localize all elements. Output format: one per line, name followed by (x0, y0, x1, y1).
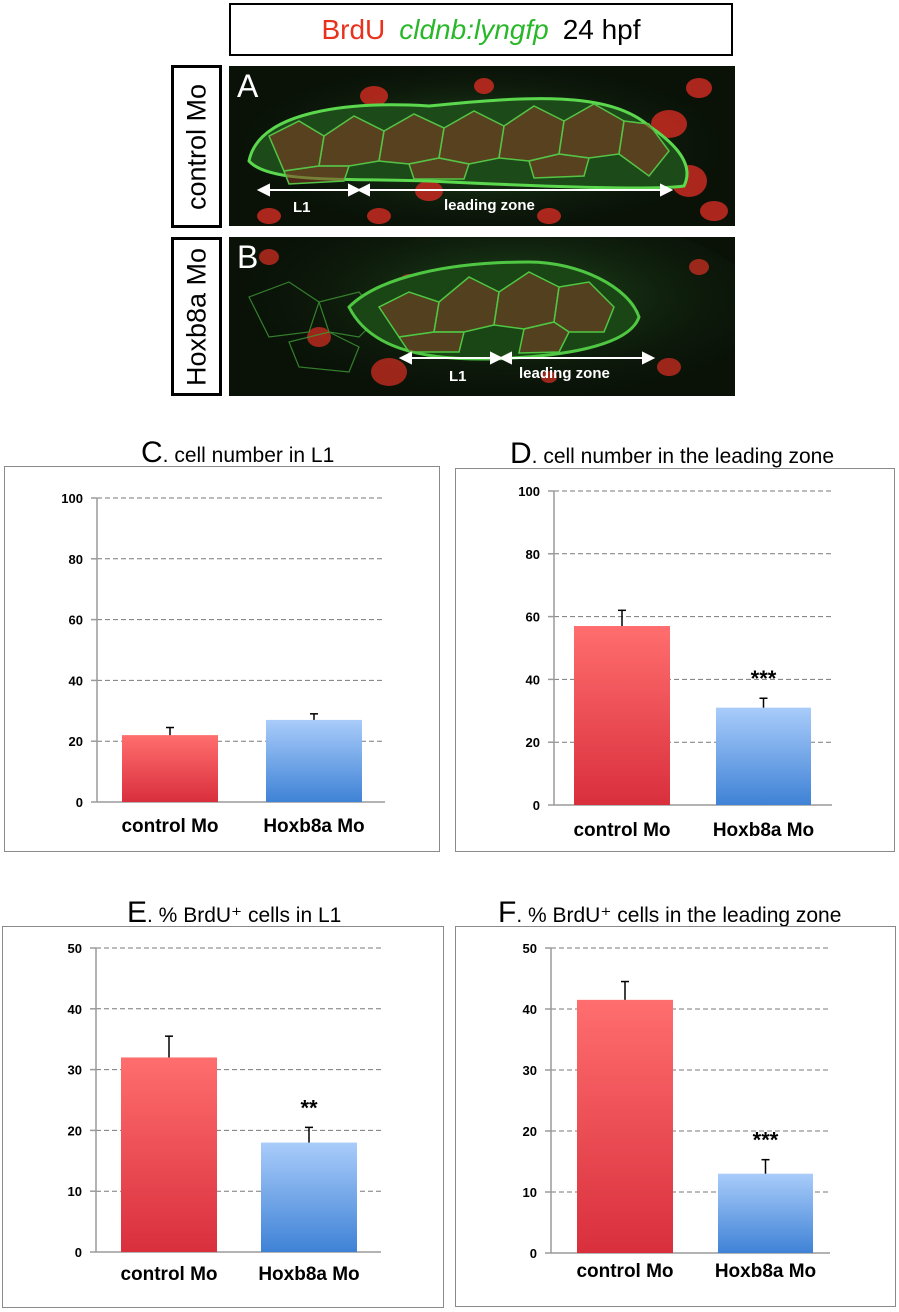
category-label: Hoxb8a Mo (258, 1264, 359, 1285)
row-label-hoxb8a: Hoxb8a Mo (171, 237, 222, 396)
chart-e: 0 10 20 30 40 50 control Mo ** Hoxb8a Mo (2, 926, 444, 1308)
panel-letter-b: B (237, 239, 259, 275)
y-tick-label: 30 (68, 1063, 82, 1078)
y-tick-label: 60 (69, 613, 83, 628)
legend-stage-label: 24 hpf (562, 13, 641, 45)
significance-label: *** (753, 1128, 779, 1153)
bar-hoxb8a-mo (718, 1173, 813, 1253)
bar-control-mo (121, 1057, 217, 1252)
y-tick-label: 60 (526, 610, 540, 625)
row-label-control: control Mo (171, 65, 222, 228)
category-label: control Mo (576, 1261, 673, 1282)
category-label: Hoxb8a Mo (715, 1261, 816, 1282)
bar-hoxb8a-mo (261, 1142, 357, 1252)
chart-letter-c: C (141, 436, 163, 469)
chart-title-text-f: . % BrdU⁺ cells in the leading zone (516, 904, 842, 927)
leading-zone-label-a: leading zone (444, 197, 535, 214)
chart-c-svg: 0 20 40 60 80 100 control Mo Hoxb8a Mo (61, 491, 385, 837)
y-tick-label: 30 (523, 1063, 537, 1078)
y-tick-label: 40 (69, 673, 83, 688)
y-tick-label: 20 (69, 734, 83, 749)
bar-control-mo (122, 735, 218, 802)
y-tick-label: 50 (68, 941, 82, 956)
chart-title-d: D. cell number in the leading zone (510, 437, 834, 471)
bar-control-mo (574, 626, 670, 805)
chart-letter-f: F (498, 896, 517, 929)
micrograph-b-image (229, 237, 735, 396)
y-tick-label: 80 (526, 547, 540, 562)
y-tick-label: 100 (61, 491, 83, 506)
chart-d: 0 20 40 60 80 100 control Mo *** Hoxb8a Mo (455, 468, 895, 852)
chart-title-c: C. cell number in L1 (141, 436, 334, 470)
chart-title-text-c: . cell number in L1 (162, 444, 335, 467)
micrograph-a: A L1 leading zone (229, 66, 735, 226)
y-tick-label: 80 (69, 552, 83, 567)
chart-letter-d: D (510, 437, 532, 470)
y-tick-label: 40 (526, 672, 540, 687)
chart-c: 0 20 40 60 80 100 control Mo Hoxb8a Mo (4, 466, 440, 852)
legend-box: BrdU cldnb:lyngfp 24 hpf (229, 3, 733, 56)
y-tick-label: 0 (76, 795, 83, 810)
micrograph-a-image (229, 66, 735, 226)
significance-label: *** (751, 666, 777, 691)
y-tick-label: 50 (523, 941, 537, 956)
category-label: control Mo (121, 816, 218, 837)
category-label: Hoxb8a Mo (713, 820, 814, 841)
category-label: Hoxb8a Mo (263, 816, 364, 837)
chart-f: 0 10 20 30 40 50 control Mo *** Hoxb8a Mo (455, 926, 896, 1307)
bar-control-mo (577, 999, 673, 1253)
chart-title-f: F. % BrdU⁺ cells in the leading zone (498, 896, 841, 930)
y-tick-label: 0 (530, 1246, 537, 1261)
panel-letter-a: A (237, 68, 259, 104)
y-tick-label: 40 (68, 1002, 82, 1017)
y-tick-label: 20 (526, 735, 540, 750)
category-label: control Mo (573, 820, 670, 841)
y-tick-label: 20 (68, 1123, 82, 1138)
leading-zone-label-b: leading zone (519, 365, 610, 382)
l1-label-b: L1 (449, 368, 467, 385)
chart-title-e: E. % BrdU⁺ cells in L1 (127, 896, 341, 930)
category-label: control Mo (120, 1264, 217, 1285)
y-tick-label: 0 (533, 798, 540, 813)
chart-letter-e: E (127, 896, 148, 929)
legend-brdu-label: BrdU (321, 13, 386, 45)
chart-title-text-d: . cell number in the leading zone (531, 445, 835, 468)
y-tick-label: 40 (523, 1002, 537, 1017)
y-tick-label: 10 (68, 1184, 82, 1199)
y-tick-label: 20 (523, 1124, 537, 1139)
legend-gfp-label: cldnb:lyngfp (399, 13, 549, 45)
significance-label: ** (300, 1095, 318, 1120)
l1-label-a: L1 (293, 199, 311, 216)
bar-hoxb8a-mo (266, 719, 362, 802)
chart-title-text-e: . % BrdU⁺ cells in L1 (147, 904, 342, 927)
micrograph-b-arrows (398, 351, 656, 365)
y-tick-label: 100 (518, 484, 540, 499)
y-tick-label: 0 (75, 1245, 82, 1260)
bar-hoxb8a-mo (716, 707, 811, 805)
chart-e-svg: 0 10 20 30 40 50 control Mo ** Hoxb8a Mo (68, 941, 381, 1285)
chart-d-svg: 0 20 40 60 80 100 control Mo *** Hoxb8a Mo (518, 484, 832, 841)
micrograph-a-arrows (256, 183, 674, 197)
chart-f-svg: 0 10 20 30 40 50 control Mo *** Hoxb8a Mo (523, 941, 830, 1282)
micrograph-b: B L1 leading zone (229, 237, 735, 396)
y-tick-label: 10 (523, 1185, 537, 1200)
